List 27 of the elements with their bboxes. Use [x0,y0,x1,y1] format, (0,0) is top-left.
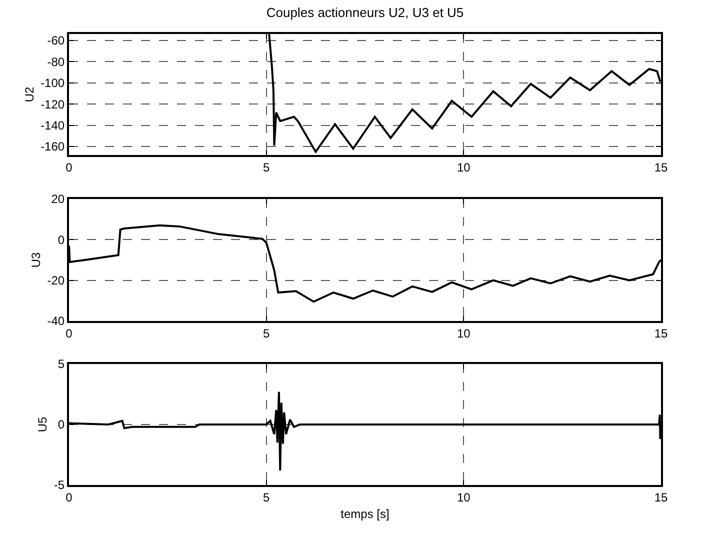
x-tick-label: 15 [654,326,668,340]
y-tick-label: -140 [40,118,65,132]
x-tick-label: 10 [456,160,471,174]
y-tick-label: -80 [47,54,65,69]
x-tick-label: 10 [456,490,471,504]
y-axis-title: U5 [36,416,50,432]
y-tick-label: -40 [47,314,65,328]
y-tick-label: -20 [47,274,65,288]
x-axis-title: temps [s] [340,506,390,521]
y-tick-label: -160 [40,140,65,154]
y-tick-label: -120 [40,97,65,112]
x-tick-label: 5 [262,160,270,174]
y-tick-label: 0 [58,418,65,432]
x-tick-label: 5 [262,490,270,504]
y-axis-title: U3 [29,252,44,268]
y-tick-label: 0 [58,232,65,247]
x-tick-label: 15 [654,490,668,504]
y-axis-title: U2 [22,86,36,102]
x-tick-label: 10 [456,326,471,340]
y-tick-label: 5 [58,357,65,372]
x-tick-label: 15 [654,160,668,174]
y-tick-label: 20 [51,192,65,206]
x-tick-label: 5 [262,326,270,340]
y-tick-label: -100 [40,76,65,90]
y-tick-label: -5 [54,478,65,492]
y-tick-label: -60 [47,34,65,48]
chart-title: Couples actionneurs U2, U3 et U5 [266,5,464,20]
